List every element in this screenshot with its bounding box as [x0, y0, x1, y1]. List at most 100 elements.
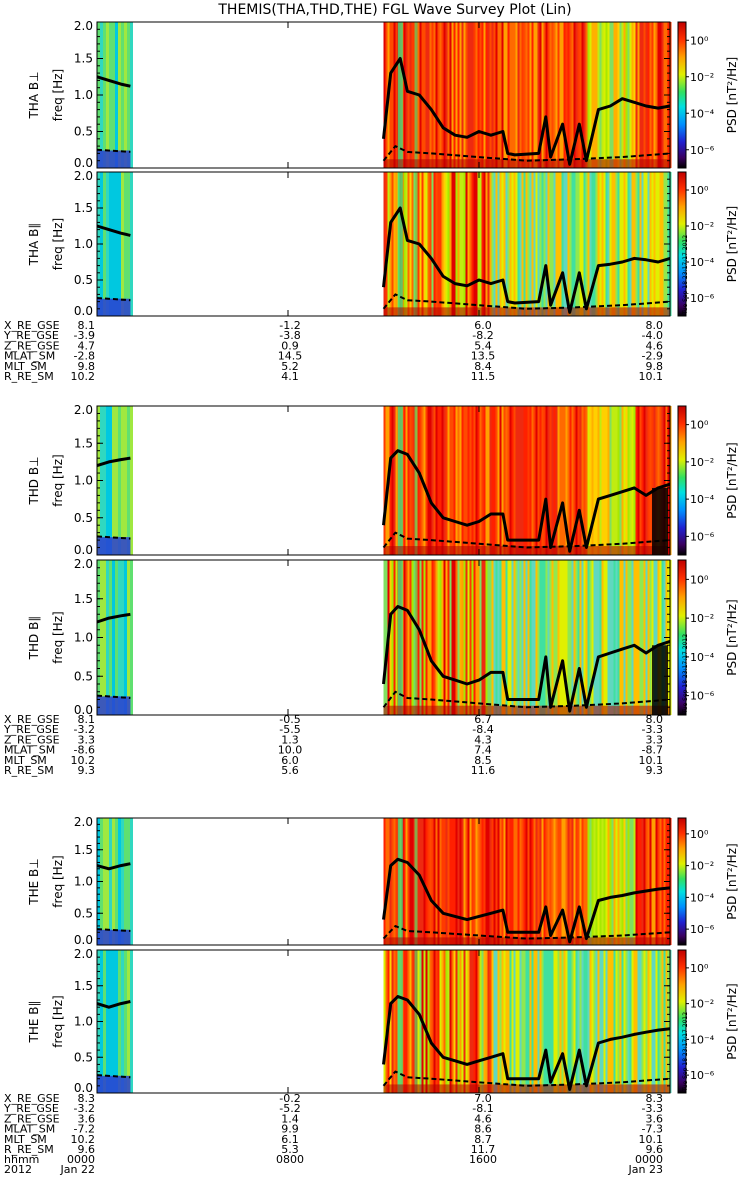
- spectrogram-panel-thd-b-: 0.0 0.5 1.0 1.5 2.0 THD B⊥ freq [Hz] 10⁰ 10⁻² 10⁻…: [27, 403, 739, 557]
- ytick-label: 1.5: [74, 592, 93, 606]
- colorbar: 10⁰ 10⁻² 10⁻⁴ 10⁻⁶ PSD [nT²/Hz]: [677, 817, 739, 946]
- orbit-value: 4.6: [646, 339, 664, 352]
- orbit-value: 8.6: [474, 1123, 492, 1136]
- colorbar-tick-label: 10⁰: [690, 184, 709, 197]
- ytick-label: 1.5: [74, 201, 93, 215]
- colorbar-tick-label: 10⁻⁶: [690, 923, 715, 936]
- plot-timestamp: Tue Sep 18 23:17:17 2012: [682, 235, 689, 315]
- orbit-label: MLAT_SM: [4, 744, 55, 757]
- orbit-label: MLT_SM: [4, 360, 47, 373]
- orbit-label: Y_RE_GSE: [3, 1102, 59, 1115]
- orbit-value: 10.0: [278, 744, 303, 757]
- orbit-value: 8.7: [474, 1133, 492, 1146]
- ytick-label: 1.5: [74, 52, 93, 66]
- orbit-label: Z_RE_GSE: [4, 1112, 60, 1125]
- orbit-value: 11.6: [471, 764, 496, 777]
- orbit-value: -0.2: [279, 1092, 300, 1105]
- hhmm-label: 1600: [469, 1153, 497, 1166]
- ylabel-units: freq [Hz]: [51, 69, 65, 121]
- colorbar-label: PSD [nT²/Hz]: [725, 57, 739, 133]
- colorbar-gradient: [677, 171, 687, 317]
- colorbar-tick-label: 10⁻²: [690, 456, 714, 469]
- colorbar-tick-label: 10⁻²: [690, 612, 714, 625]
- orbit-value: 3.6: [78, 1112, 96, 1125]
- ylabel-units: freq [Hz]: [51, 995, 65, 1047]
- plot-timestamp: Tue Sep 18 23:17:17 2012: [682, 1012, 689, 1092]
- ytick-label: 0.0: [74, 543, 93, 557]
- spectrogram-panel-the-b-: 0.0 0.5 1.0 1.5 2.0 THE B∥ freq [Hz] 10⁰ 10⁻² 10⁻…: [27, 947, 739, 1095]
- panel-label: THD B⊥: [27, 456, 41, 505]
- panel-label: THE B∥: [27, 1001, 41, 1044]
- orbit-value: 8.3: [646, 1092, 664, 1105]
- orbit-value: 5.4: [474, 339, 492, 352]
- ytick-label: 2.0: [74, 169, 93, 183]
- orbit-value: 4.3: [474, 733, 492, 746]
- orbit-value: -7.3: [642, 1123, 663, 1136]
- orbit-label: Y_RE_GSE: [3, 723, 59, 736]
- orbit-value: 6.7: [474, 713, 492, 726]
- spectrogram-panel-thd-b-: 0.0 0.5 1.0 1.5 2.0 THD B∥ freq [Hz] 10⁰ 10⁻² 10⁻…: [27, 557, 739, 717]
- fce-line-late: [382, 206, 671, 314]
- orbit-value: 0.9: [281, 339, 299, 352]
- ytick-label: 1.5: [74, 436, 93, 450]
- colorbar-gradient: [677, 21, 687, 169]
- orbit-value: -3.3: [642, 723, 663, 736]
- orbit-value: -8.6: [74, 744, 95, 757]
- ytick-label: 0.5: [74, 669, 93, 683]
- ytick-label: 2.0: [74, 947, 93, 961]
- orbit-value: -3.2: [74, 723, 95, 736]
- ytick-label: 0.5: [74, 511, 93, 525]
- ylabel-units: freq [Hz]: [51, 855, 65, 907]
- orbit-value: 7.4: [474, 744, 492, 757]
- ytick-label: 2.0: [74, 815, 93, 829]
- orbit-value: 5.6: [281, 764, 299, 777]
- orbit-label: X_RE_GSE: [4, 1092, 60, 1105]
- orbit-value: -8.2: [472, 329, 493, 342]
- fce-line-early: [96, 862, 131, 871]
- orbit-value: 10.2: [71, 1133, 96, 1146]
- orbit-value: 8.1: [78, 319, 96, 332]
- orbit-value: -4.0: [642, 329, 663, 342]
- time-row-label: 2012: [4, 1163, 32, 1176]
- colorbar-tick-label: 10⁰: [690, 828, 709, 841]
- orbit-value: -3.3: [642, 1102, 663, 1115]
- ytick-label: 0.0: [74, 933, 93, 947]
- orbit-value: -5.5: [279, 723, 300, 736]
- orbit-value: -0.5: [279, 713, 300, 726]
- orbit-value: 8.3: [78, 1092, 96, 1105]
- colorbar-tick-label: 10⁻⁴: [690, 651, 715, 664]
- orbit-value: 10.1: [639, 1133, 664, 1146]
- orbit-value: 8.0: [646, 319, 664, 332]
- orbit-value: 3.3: [646, 733, 664, 746]
- orbit-label: MLT_SM: [4, 1133, 47, 1146]
- orbit-value: 8.5: [474, 754, 492, 767]
- orbit-value: 13.5: [471, 350, 496, 363]
- plot-timestamp: Tue Sep 18 23:17:17 2012: [682, 634, 689, 714]
- orbit-value: 5.3: [281, 1143, 299, 1156]
- colorbar-tick-label: 10⁻⁶: [690, 1069, 715, 1082]
- orbit-value: 3.6: [646, 1112, 664, 1125]
- ytick-label: 1.0: [74, 474, 93, 488]
- colorbar-tick-label: 10⁻⁴: [690, 256, 715, 269]
- orbit-value: 9.3: [78, 764, 96, 777]
- orbit-value: -8.1: [472, 1102, 493, 1115]
- orbit-value: -1.2: [279, 319, 300, 332]
- fci-line-late: [382, 690, 671, 709]
- colorbar-label: PSD [nT²/Hz]: [725, 843, 739, 919]
- ytick-label: 2.0: [74, 19, 93, 33]
- orbit-value: 8.0: [646, 713, 664, 726]
- colorbar-gradient: [677, 949, 687, 1094]
- colorbar-tick-label: 10⁻²: [690, 220, 714, 233]
- fce-line-early: [96, 224, 131, 237]
- orbit-value: 11.5: [471, 370, 496, 383]
- colorbar: 10⁰ 10⁻² 10⁻⁴ 10⁻⁶ PSD [nT²/Hz]: [677, 559, 739, 716]
- panel-label: THD B∥: [27, 616, 41, 661]
- orbit-value: 1.3: [281, 733, 299, 746]
- orbit-value: 9.3: [646, 764, 664, 777]
- panel-label: THE B⊥: [27, 858, 41, 905]
- ytick-label: 2.0: [74, 403, 93, 417]
- ytick-label: 0.5: [74, 906, 93, 920]
- ytick-label: 0.5: [74, 1050, 93, 1064]
- ytick-label: 1.5: [74, 843, 93, 857]
- ytick-label: 0.0: [74, 703, 93, 717]
